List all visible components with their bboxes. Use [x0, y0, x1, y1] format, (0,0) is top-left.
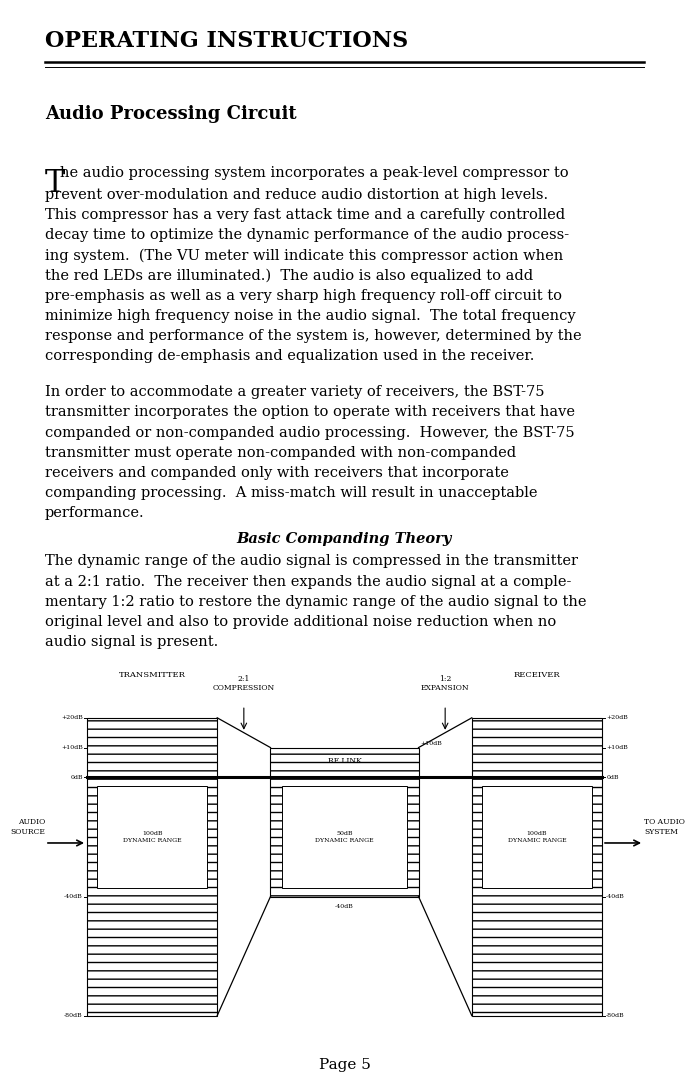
Text: +10dB: +10dB	[420, 741, 442, 746]
Polygon shape	[472, 718, 602, 1016]
Text: original level and also to provide additional noise reduction when no: original level and also to provide addit…	[45, 615, 556, 629]
Text: Audio Processing Circuit: Audio Processing Circuit	[45, 105, 297, 123]
Text: transmitter must operate non-companded with non-companded: transmitter must operate non-companded w…	[45, 446, 516, 460]
Text: 100dB
DYNAMIC RANGE: 100dB DYNAMIC RANGE	[123, 831, 181, 843]
Text: 0dB: 0dB	[606, 775, 619, 779]
Text: +10dB: +10dB	[61, 745, 83, 750]
Text: audio signal is present.: audio signal is present.	[45, 635, 218, 649]
Text: mentary 1:2 ratio to restore the dynamic range of the audio signal to the: mentary 1:2 ratio to restore the dynamic…	[45, 594, 586, 608]
Text: In order to accommodate a greater variety of receivers, the BST-75: In order to accommodate a greater variet…	[45, 385, 544, 399]
Text: T: T	[45, 168, 65, 199]
Text: receivers and companded only with receivers that incorporate: receivers and companded only with receiv…	[45, 465, 509, 479]
Text: 2:1
COMPRESSION: 2:1 COMPRESSION	[213, 675, 275, 692]
Text: RECEIVER: RECEIVER	[513, 671, 560, 679]
Text: response and performance of the system is, however, determined by the: response and performance of the system i…	[45, 329, 582, 343]
Text: TO AUDIO
SYSTEM: TO AUDIO SYSTEM	[644, 818, 685, 835]
Text: 100dB
DYNAMIC RANGE: 100dB DYNAMIC RANGE	[508, 831, 566, 843]
Text: prevent over-modulation and reduce audio distortion at high levels.: prevent over-modulation and reduce audio…	[45, 188, 548, 202]
Text: the red LEDs are illuminated.)  The audio is also equalized to add: the red LEDs are illuminated.) The audio…	[45, 269, 533, 283]
Text: 50dB
DYNAMIC RANGE: 50dB DYNAMIC RANGE	[315, 831, 374, 843]
Text: pre-emphasis as well as a very sharp high frequency roll-off circuit to: pre-emphasis as well as a very sharp hig…	[45, 289, 562, 303]
Text: corresponding de-emphasis and equalization used in the receiver.: corresponding de-emphasis and equalizati…	[45, 349, 535, 363]
Text: -40dB: -40dB	[335, 904, 354, 908]
Text: The dynamic range of the audio signal is compressed in the transmitter: The dynamic range of the audio signal is…	[45, 555, 578, 569]
Text: RF LINK: RF LINK	[327, 757, 362, 765]
Text: -40dB: -40dB	[64, 894, 83, 899]
Text: companded or non-companded audio processing.  However, the BST-75: companded or non-companded audio process…	[45, 426, 575, 440]
Polygon shape	[97, 786, 207, 888]
Text: +20dB: +20dB	[61, 715, 83, 720]
Text: This compressor has a very fast attack time and a carefully controlled: This compressor has a very fast attack t…	[45, 209, 565, 223]
Polygon shape	[282, 786, 407, 888]
Text: AUDIO
SOURCE: AUDIO SOURCE	[10, 818, 45, 835]
Text: minimize high frequency noise in the audio signal.  The total frequency: minimize high frequency noise in the aud…	[45, 309, 575, 322]
Text: +20dB: +20dB	[606, 715, 628, 720]
Text: 1:2
EXPANSION: 1:2 EXPANSION	[421, 675, 469, 692]
Text: ing system.  (The VU meter will indicate this compressor action when: ing system. (The VU meter will indicate …	[45, 248, 563, 263]
Text: -40dB: -40dB	[606, 894, 625, 899]
Text: 0dB: 0dB	[70, 775, 83, 779]
Text: +10dB: +10dB	[606, 745, 628, 750]
Text: Basic Companding Theory: Basic Companding Theory	[237, 532, 452, 546]
Text: decay time to optimize the dynamic performance of the audio process-: decay time to optimize the dynamic perfo…	[45, 228, 569, 242]
Polygon shape	[271, 747, 418, 897]
Polygon shape	[87, 718, 217, 1016]
Polygon shape	[482, 786, 592, 888]
Text: TRANSMITTER: TRANSMITTER	[119, 671, 185, 679]
Text: -80dB: -80dB	[64, 1013, 83, 1018]
Text: transmitter incorporates the option to operate with receivers that have: transmitter incorporates the option to o…	[45, 405, 575, 419]
Text: at a 2:1 ratio.  The receiver then expands the audio signal at a comple-: at a 2:1 ratio. The receiver then expand…	[45, 574, 571, 588]
Text: Page 5: Page 5	[318, 1058, 371, 1072]
Text: -80dB: -80dB	[606, 1013, 625, 1018]
Text: companding processing.  A miss-match will result in unacceptable: companding processing. A miss-match will…	[45, 486, 537, 500]
Text: OPERATING INSTRUCTIONS: OPERATING INSTRUCTIONS	[45, 30, 409, 52]
Text: performance.: performance.	[45, 506, 145, 520]
Text: he audio processing system incorporates a peak-level compressor to: he audio processing system incorporates …	[61, 166, 569, 180]
